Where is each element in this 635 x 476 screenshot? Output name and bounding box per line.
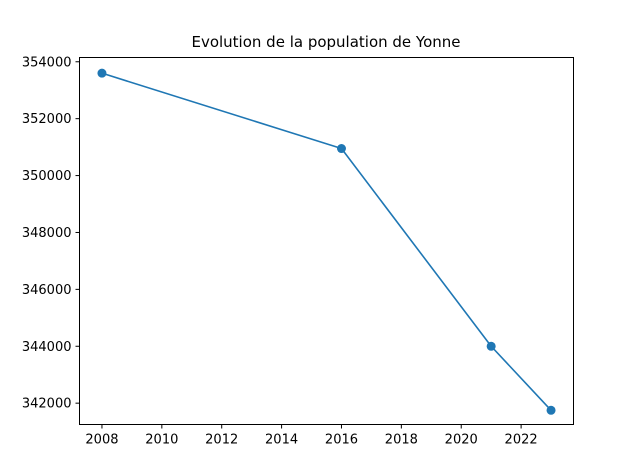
x-tick-label: 2020 bbox=[445, 433, 478, 448]
x-tick-label: 2012 bbox=[205, 433, 238, 448]
y-axis: 342000 344000 346000 348000 350000 352000 3540… bbox=[22, 55, 80, 412]
data-point bbox=[546, 405, 556, 415]
x-tick-label: 2016 bbox=[325, 433, 358, 448]
plot-area bbox=[97, 68, 556, 415]
y-tick-label: 348000 bbox=[22, 226, 72, 241]
y-tick-label: 346000 bbox=[22, 283, 72, 298]
y-tick-label: 352000 bbox=[22, 112, 72, 127]
chart-title: Evolution de la population de Yonne bbox=[191, 33, 460, 51]
y-tick-label: 354000 bbox=[22, 55, 72, 70]
x-axis: 2008 2010 2012 2014 2016 2018 2020 2022 bbox=[85, 424, 538, 448]
data-point bbox=[97, 68, 107, 78]
x-tick-label: 2022 bbox=[505, 433, 538, 448]
y-tick-label: 350000 bbox=[22, 169, 72, 184]
y-tick-label: 344000 bbox=[22, 340, 72, 355]
x-tick-label: 2010 bbox=[145, 433, 178, 448]
y-tick-label: 342000 bbox=[22, 397, 72, 412]
data-point bbox=[486, 341, 496, 351]
data-point bbox=[336, 144, 346, 154]
x-tick-label: 2008 bbox=[85, 433, 118, 448]
x-tick-label: 2018 bbox=[385, 433, 418, 448]
plot-frame bbox=[79, 57, 574, 425]
x-tick-label: 2014 bbox=[265, 433, 298, 448]
series-line bbox=[101, 72, 552, 411]
